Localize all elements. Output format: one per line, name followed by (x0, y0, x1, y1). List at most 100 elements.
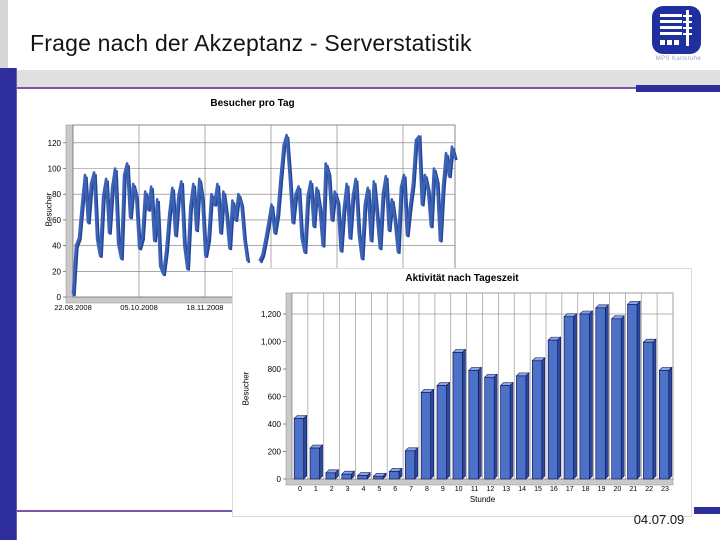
bar (595, 307, 606, 480)
bar (484, 376, 495, 480)
plot-floor (285, 478, 674, 486)
line-series (71, 162, 249, 295)
y-tick-label: 60 (52, 216, 61, 225)
plot-side-wall (285, 292, 293, 480)
bar (325, 472, 336, 480)
bar (627, 304, 638, 480)
bar (357, 475, 368, 480)
y-tick-label: 1,200 (261, 310, 282, 319)
footer-blue-bar (694, 507, 720, 514)
x-hour-label: 12 (487, 486, 495, 493)
x-hour-label: 19 (598, 486, 606, 493)
y-tick-label: 80 (52, 190, 61, 199)
x-date-label: 05.10.2008 (120, 303, 158, 312)
bar-side-face (525, 372, 530, 480)
x-hour-label: 10 (455, 486, 463, 493)
bar-side-face (478, 366, 482, 480)
chart2-title: Aktivität nach Tageszeit (405, 273, 519, 284)
bar-side-face (589, 310, 593, 480)
x-hour-label: 14 (518, 486, 526, 493)
x-hour-label: 15 (534, 486, 542, 493)
x-hour-label: 4 (361, 486, 365, 493)
bar-side-face (509, 381, 514, 480)
footer-date: 04.07.09 (633, 512, 685, 527)
x-date-label: 18.11.2008 (187, 303, 224, 312)
x-hour-label: 6 (393, 486, 397, 493)
bar (420, 392, 432, 480)
x-hour-label: 16 (550, 486, 558, 493)
bar (309, 447, 320, 480)
x-hour-label: 5 (377, 486, 381, 493)
bar (579, 313, 590, 480)
x-hour-label: 17 (566, 486, 574, 493)
x-hour-label: 11 (471, 486, 478, 493)
bar (341, 473, 352, 480)
activity-by-hour-chart: Aktivität nach Tageszeit Besucher Stunde… (232, 268, 692, 517)
x-hour-label: 23 (661, 486, 669, 493)
bar (436, 385, 447, 480)
bar (563, 316, 574, 480)
plot-side-wall (65, 124, 74, 298)
bar-side-face (605, 304, 609, 480)
left-template-bar (0, 68, 17, 540)
bar (643, 341, 654, 480)
x-hour-label: 18 (582, 486, 590, 493)
x-hour-label: 22 (645, 486, 653, 493)
bar (500, 385, 511, 480)
y-tick-label: 800 (268, 365, 282, 374)
y-tick-label: 100 (48, 165, 62, 174)
x-hour-label: 1 (314, 486, 318, 493)
x-hour-label: 0 (298, 486, 302, 493)
bar-side-face (636, 300, 641, 480)
y-tick-label: 1,000 (261, 338, 282, 347)
bar-side-face (573, 313, 577, 480)
line-series (258, 133, 457, 262)
bar-side-face (557, 336, 562, 480)
header-gray-band (17, 70, 720, 87)
bar-side-face (319, 444, 323, 480)
bar-side-face (462, 348, 466, 480)
bar-side-face (493, 373, 498, 480)
x-hour-label: 21 (629, 486, 637, 493)
y-tick-label: 120 (48, 139, 62, 148)
bar (468, 370, 479, 480)
x-hour-label: 3 (346, 486, 350, 493)
bar-side-face (430, 388, 434, 480)
logo-box (645, 2, 712, 66)
chart2-x-axis-label: Stunde (469, 495, 496, 504)
y-tick-label: 200 (268, 448, 282, 457)
bar (516, 375, 527, 480)
bar-side-face (303, 414, 307, 480)
x-hour-label: 8 (425, 486, 429, 493)
x-hour-label: 2 (330, 486, 334, 493)
x-hour-label: 20 (614, 486, 622, 493)
y-tick-label: 0 (57, 293, 62, 302)
bar-side-face (414, 447, 419, 480)
header-blue-bar (636, 85, 720, 92)
x-date-label: 22.08.2008 (54, 303, 92, 312)
x-hour-label: 9 (441, 486, 445, 493)
bar (547, 339, 559, 480)
bar (658, 370, 670, 480)
bar (293, 418, 305, 480)
header-purple-line (17, 87, 637, 89)
bar (373, 475, 384, 480)
bar (611, 318, 622, 480)
top-left-gray-strip (0, 0, 8, 68)
bar-side-face (652, 338, 657, 480)
logo-caption: MPS Karlsruhe (655, 56, 702, 62)
bar (404, 450, 416, 480)
y-tick-label: 400 (268, 420, 282, 429)
bar (452, 352, 463, 480)
bar-side-face (620, 315, 625, 480)
x-hour-label: 7 (409, 486, 413, 493)
bar (389, 471, 400, 480)
y-tick-label: 600 (268, 393, 282, 402)
bar-side-face (668, 366, 673, 480)
chart1-title: Besucher pro Tag (210, 98, 295, 109)
bar-side-face (446, 381, 450, 480)
y-tick-label: 0 (277, 475, 282, 484)
page-title: Frage nach der Akzeptanz - Serverstatist… (30, 30, 472, 56)
